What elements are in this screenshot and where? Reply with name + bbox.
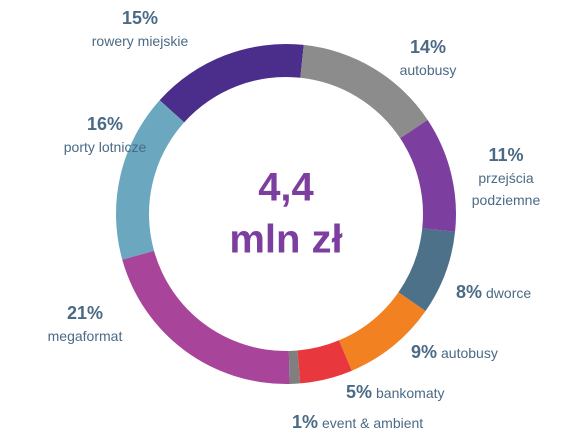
- category-label: autobusy: [441, 345, 498, 361]
- segment-label: 1% event & ambient: [292, 411, 482, 434]
- percent-label: 11%: [488, 145, 524, 165]
- segment-label: 11% przejścia podziemne: [470, 144, 542, 211]
- category-label: przejścia podziemne: [471, 170, 541, 208]
- percent-label: 15%: [121, 8, 159, 28]
- percent-label: 21%: [66, 303, 104, 323]
- donut-segment: [300, 44, 428, 139]
- category-label: bankomaty: [376, 385, 445, 401]
- category-label: dworce: [486, 285, 532, 301]
- donut-segment: [288, 350, 301, 384]
- donut-segment: [398, 228, 456, 312]
- segment-label: 21% megaformat: [30, 302, 140, 347]
- category-label: megaformat: [47, 328, 123, 344]
- segment-label: 9% autobusy: [411, 341, 541, 364]
- category-label: rowery miejskie: [91, 33, 189, 49]
- segment-label: 5% bankomaty: [346, 381, 476, 404]
- center-value: 4,4: [258, 166, 314, 210]
- category-label: autobusy: [399, 62, 457, 78]
- category-label: event & ambient: [322, 415, 424, 431]
- donut-segment: [159, 44, 304, 123]
- donut-segment: [116, 100, 185, 260]
- center-unit: mln zł: [229, 218, 342, 262]
- percent-label: 16%: [86, 114, 124, 134]
- segment-label: 14% autobusy: [378, 36, 478, 81]
- segment-label: 8% dworce: [456, 281, 563, 304]
- percent-label: 5%: [346, 382, 373, 402]
- percent-label: 14%: [409, 37, 447, 57]
- donut-segment: [122, 250, 290, 384]
- category-label: porty lotnicze: [63, 139, 147, 155]
- donut-segment: [297, 340, 352, 384]
- donut-segment: [339, 292, 426, 371]
- percent-label: 1%: [292, 412, 319, 432]
- segment-label: 15% rowery miejskie: [65, 7, 215, 52]
- segment-label: 16% porty lotnicze: [55, 113, 155, 158]
- percent-label: 8%: [456, 282, 483, 302]
- percent-label: 9%: [411, 342, 438, 362]
- donut-segment: [400, 119, 457, 232]
